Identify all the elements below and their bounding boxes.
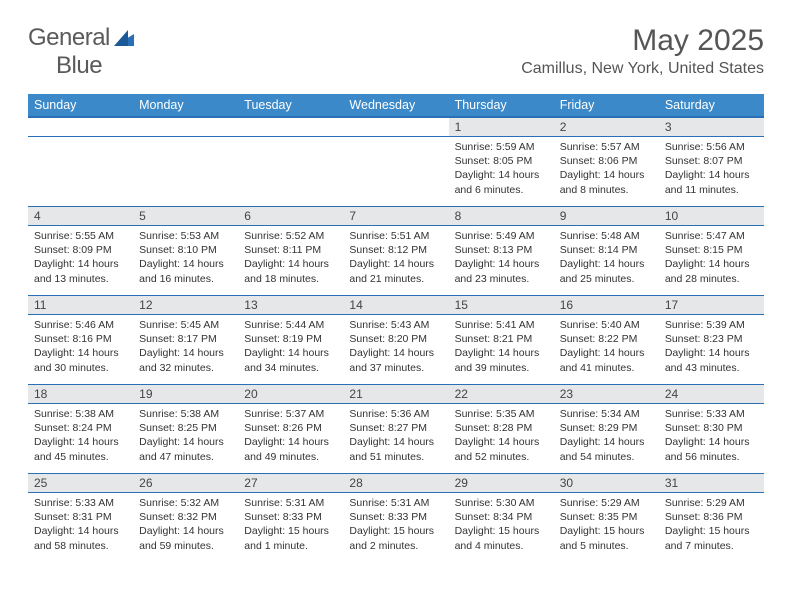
day-detail: Sunrise: 5:55 AMSunset: 8:09 PMDaylight:… [28, 226, 133, 296]
day-detail: Sunrise: 5:57 AMSunset: 8:06 PMDaylight:… [554, 137, 659, 207]
day-detail: Sunrise: 5:38 AMSunset: 8:25 PMDaylight:… [133, 404, 238, 474]
empty-cell [28, 117, 133, 137]
logo-triangle-icon [114, 30, 134, 46]
day-detail: Sunrise: 5:38 AMSunset: 8:24 PMDaylight:… [28, 404, 133, 474]
day-number: 2 [554, 117, 659, 137]
empty-cell [133, 137, 238, 207]
brand-part1: General [28, 24, 110, 52]
day-number: 17 [659, 296, 764, 315]
day-detail-row: Sunrise: 5:55 AMSunset: 8:09 PMDaylight:… [28, 226, 764, 296]
day-number: 20 [238, 385, 343, 404]
day-number: 25 [28, 474, 133, 493]
day-detail: Sunrise: 5:53 AMSunset: 8:10 PMDaylight:… [133, 226, 238, 296]
weekday-header: Monday [133, 94, 238, 117]
empty-cell [238, 117, 343, 137]
day-number: 22 [449, 385, 554, 404]
weekday-header: Sunday [28, 94, 133, 117]
empty-cell [28, 137, 133, 207]
day-detail: Sunrise: 5:56 AMSunset: 8:07 PMDaylight:… [659, 137, 764, 207]
month-title: May 2025 [521, 24, 764, 58]
day-detail: Sunrise: 5:37 AMSunset: 8:26 PMDaylight:… [238, 404, 343, 474]
day-number: 15 [449, 296, 554, 315]
day-detail: Sunrise: 5:34 AMSunset: 8:29 PMDaylight:… [554, 404, 659, 474]
day-detail: Sunrise: 5:49 AMSunset: 8:13 PMDaylight:… [449, 226, 554, 296]
day-number-row: 11121314151617 [28, 296, 764, 315]
day-number-row: 123 [28, 117, 764, 137]
day-number: 16 [554, 296, 659, 315]
day-number: 27 [238, 474, 343, 493]
day-detail: Sunrise: 5:46 AMSunset: 8:16 PMDaylight:… [28, 315, 133, 385]
brand-part2: Blue [56, 52, 102, 79]
day-detail: Sunrise: 5:52 AMSunset: 8:11 PMDaylight:… [238, 226, 343, 296]
weekday-header: Tuesday [238, 94, 343, 117]
weekday-header: Saturday [659, 94, 764, 117]
day-detail: Sunrise: 5:45 AMSunset: 8:17 PMDaylight:… [133, 315, 238, 385]
day-number: 24 [659, 385, 764, 404]
empty-cell [133, 117, 238, 137]
day-detail: Sunrise: 5:48 AMSunset: 8:14 PMDaylight:… [554, 226, 659, 296]
day-number: 7 [343, 207, 448, 226]
day-number-row: 25262728293031 [28, 474, 764, 493]
day-number: 9 [554, 207, 659, 226]
day-number: 18 [28, 385, 133, 404]
weekday-header: Friday [554, 94, 659, 117]
weekday-header-row: SundayMondayTuesdayWednesdayThursdayFrid… [28, 94, 764, 117]
day-detail: Sunrise: 5:43 AMSunset: 8:20 PMDaylight:… [343, 315, 448, 385]
day-detail: Sunrise: 5:33 AMSunset: 8:30 PMDaylight:… [659, 404, 764, 474]
day-number: 29 [449, 474, 554, 493]
empty-cell [238, 137, 343, 207]
day-detail: Sunrise: 5:39 AMSunset: 8:23 PMDaylight:… [659, 315, 764, 385]
day-number: 1 [449, 117, 554, 137]
day-detail-row: Sunrise: 5:46 AMSunset: 8:16 PMDaylight:… [28, 315, 764, 385]
weekday-header: Wednesday [343, 94, 448, 117]
day-detail: Sunrise: 5:40 AMSunset: 8:22 PMDaylight:… [554, 315, 659, 385]
day-detail: Sunrise: 5:51 AMSunset: 8:12 PMDaylight:… [343, 226, 448, 296]
day-number: 13 [238, 296, 343, 315]
empty-cell [343, 117, 448, 137]
day-number: 26 [133, 474, 238, 493]
day-detail: Sunrise: 5:30 AMSunset: 8:34 PMDaylight:… [449, 493, 554, 563]
day-number: 6 [238, 207, 343, 226]
day-detail: Sunrise: 5:31 AMSunset: 8:33 PMDaylight:… [343, 493, 448, 563]
day-number-row: 45678910 [28, 207, 764, 226]
day-number: 8 [449, 207, 554, 226]
day-number: 14 [343, 296, 448, 315]
day-number: 30 [554, 474, 659, 493]
day-number: 31 [659, 474, 764, 493]
day-number: 28 [343, 474, 448, 493]
day-number: 23 [554, 385, 659, 404]
day-detail: Sunrise: 5:59 AMSunset: 8:05 PMDaylight:… [449, 137, 554, 207]
day-detail-row: Sunrise: 5:33 AMSunset: 8:31 PMDaylight:… [28, 493, 764, 563]
calendar-table: SundayMondayTuesdayWednesdayThursdayFrid… [28, 94, 764, 563]
day-detail-row: Sunrise: 5:38 AMSunset: 8:24 PMDaylight:… [28, 404, 764, 474]
title-block: May 2025 Camillus, New York, United Stat… [521, 24, 764, 78]
location-text: Camillus, New York, United States [521, 60, 764, 78]
day-number: 5 [133, 207, 238, 226]
day-number: 21 [343, 385, 448, 404]
day-number: 10 [659, 207, 764, 226]
day-detail-row: Sunrise: 5:59 AMSunset: 8:05 PMDaylight:… [28, 137, 764, 207]
day-detail: Sunrise: 5:35 AMSunset: 8:28 PMDaylight:… [449, 404, 554, 474]
day-detail: Sunrise: 5:41 AMSunset: 8:21 PMDaylight:… [449, 315, 554, 385]
day-number: 11 [28, 296, 133, 315]
day-detail: Sunrise: 5:33 AMSunset: 8:31 PMDaylight:… [28, 493, 133, 563]
day-detail: Sunrise: 5:44 AMSunset: 8:19 PMDaylight:… [238, 315, 343, 385]
day-detail: Sunrise: 5:29 AMSunset: 8:36 PMDaylight:… [659, 493, 764, 563]
day-detail: Sunrise: 5:29 AMSunset: 8:35 PMDaylight:… [554, 493, 659, 563]
day-number: 19 [133, 385, 238, 404]
day-number-row: 18192021222324 [28, 385, 764, 404]
day-detail: Sunrise: 5:47 AMSunset: 8:15 PMDaylight:… [659, 226, 764, 296]
brand-logo: General [28, 24, 138, 52]
day-detail: Sunrise: 5:32 AMSunset: 8:32 PMDaylight:… [133, 493, 238, 563]
day-number: 4 [28, 207, 133, 226]
day-number: 12 [133, 296, 238, 315]
empty-cell [343, 137, 448, 207]
day-detail: Sunrise: 5:36 AMSunset: 8:27 PMDaylight:… [343, 404, 448, 474]
weekday-header: Thursday [449, 94, 554, 117]
day-number: 3 [659, 117, 764, 137]
day-detail: Sunrise: 5:31 AMSunset: 8:33 PMDaylight:… [238, 493, 343, 563]
